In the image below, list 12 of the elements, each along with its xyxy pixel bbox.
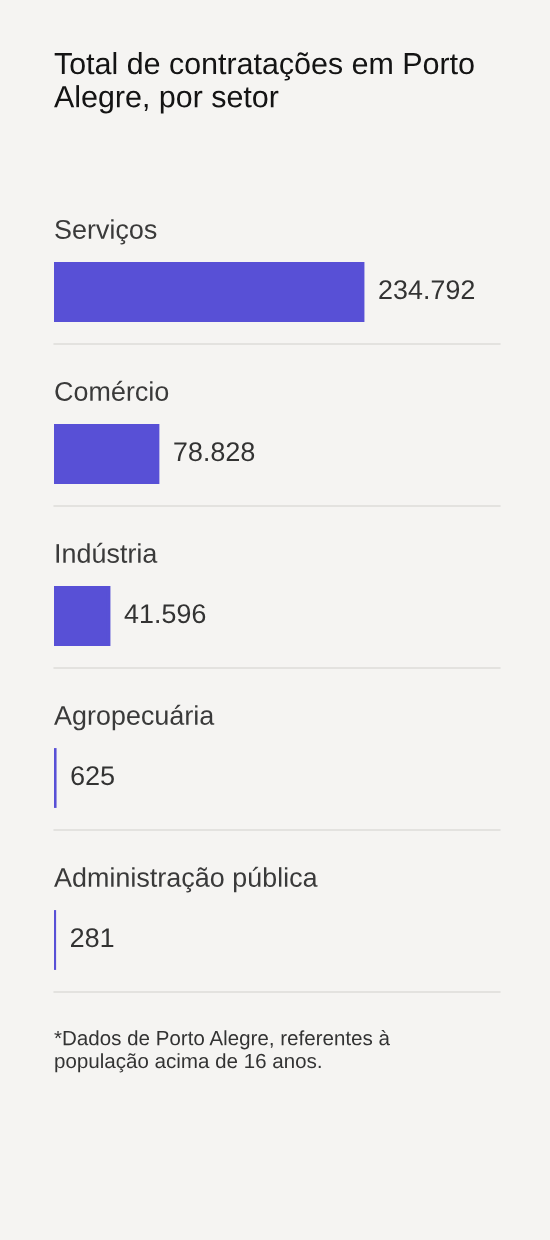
y-tick-label: Indústria	[56, 542, 158, 563]
chart-title: Total de contratações em Porto Alegre, por setor	[54, 52, 474, 114]
y-tick-label: Agropecuária	[54, 704, 215, 731]
data-label: 41.596	[124, 604, 206, 624]
text: *Dados de Porto Alegre, referentes à população acima de 16 anos.	[54, 1030, 390, 1073]
data-label: 281	[71, 928, 114, 948]
data-label: 78.828	[174, 442, 255, 462]
data-label: 234.792	[379, 280, 475, 300]
data-label: 625	[71, 766, 114, 786]
y-tick-label: Administração pública	[54, 866, 318, 893]
y-tick-label: Comércio	[55, 380, 169, 401]
y-tick-label: Serviços	[55, 219, 157, 245]
